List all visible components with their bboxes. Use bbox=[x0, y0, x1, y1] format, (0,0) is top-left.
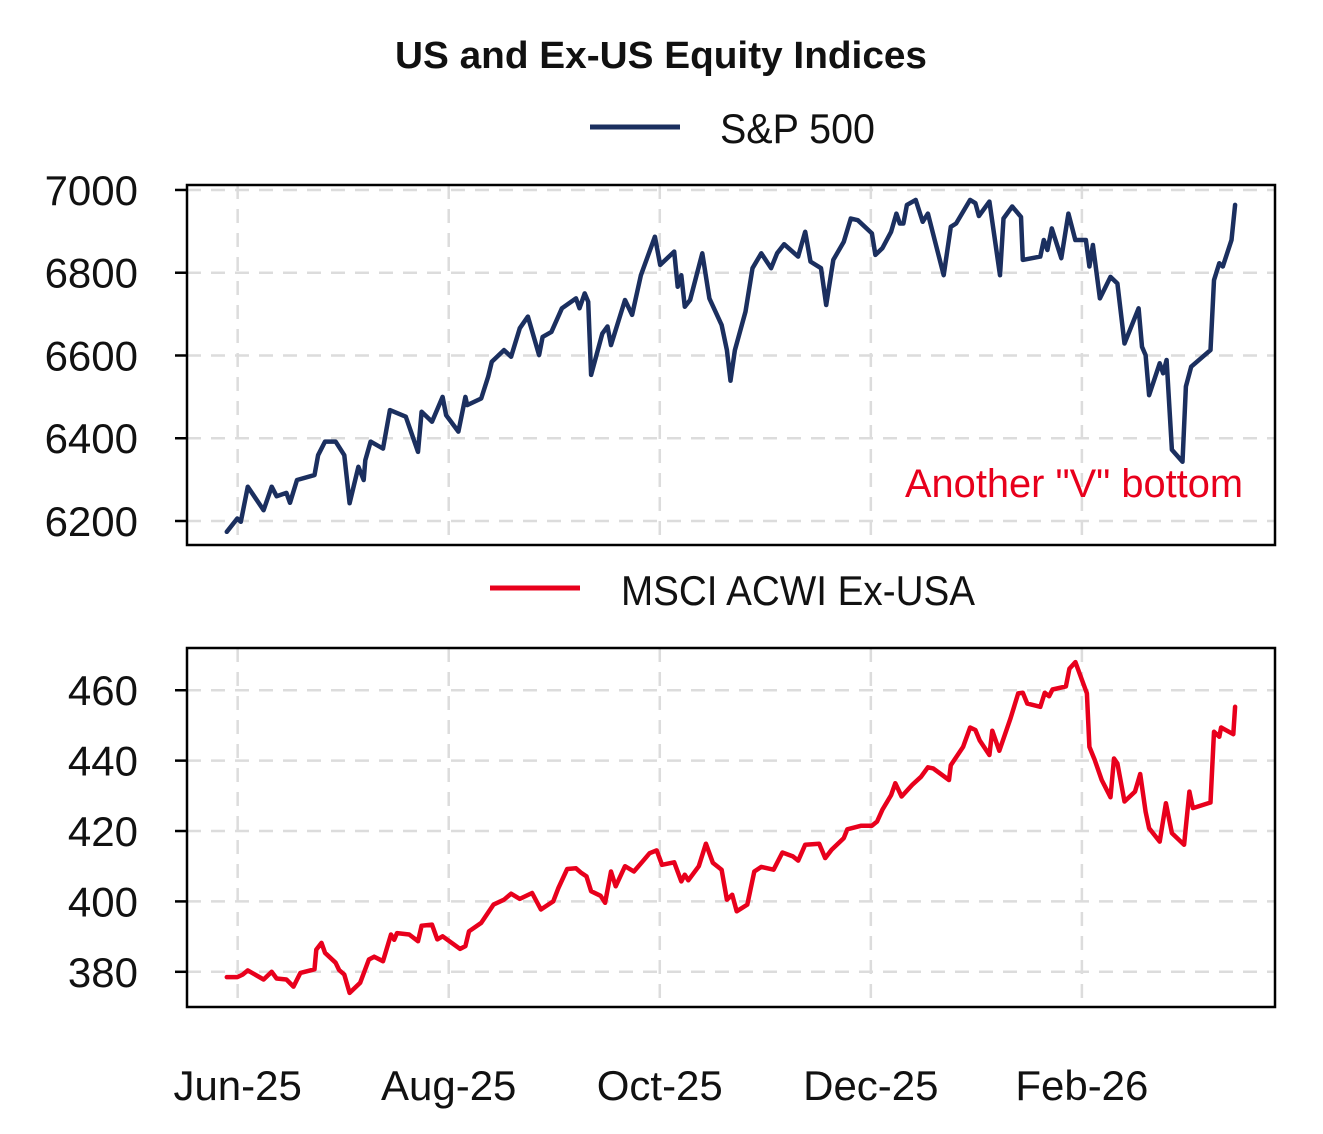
plot-frame-msci bbox=[185, 646, 1277, 1009]
series-line-sp500 bbox=[224, 197, 1238, 535]
legend-label-msci: MSCI ACWI Ex-USA bbox=[621, 567, 975, 614]
y-tick-label-sp500: 6200 bbox=[45, 498, 138, 545]
y-tick-label-sp500: 6600 bbox=[45, 332, 138, 379]
sp500-panel: 6200 6400 6600 6800 7000 bbox=[45, 167, 1277, 547]
legend-label-sp500: S&P 500 bbox=[720, 105, 875, 152]
chart-title: US and Ex-US Equity Indices bbox=[395, 35, 927, 77]
x-tick-label: Aug-25 bbox=[381, 1062, 516, 1109]
legend-sp500: S&P 500 bbox=[590, 105, 875, 152]
y-tick-label-msci: 420 bbox=[68, 808, 138, 855]
plot-frame-sp500 bbox=[185, 183, 1277, 547]
y-tick-label-sp500: 6400 bbox=[45, 415, 138, 462]
x-tick-label: Dec-25 bbox=[803, 1062, 938, 1109]
msci-panel: 380 400 420 440 460 bbox=[68, 646, 1277, 1009]
y-tick-label-msci: 460 bbox=[68, 667, 138, 714]
annotation-v-bottom: Another "V" bottom bbox=[905, 462, 1243, 506]
y-tick-label-msci: 440 bbox=[68, 738, 138, 785]
x-tick-label: Jun-25 bbox=[173, 1062, 301, 1109]
y-tick-label-msci: 400 bbox=[68, 878, 138, 925]
y-tick-label-msci: 380 bbox=[68, 949, 138, 996]
x-tick-label: Feb-26 bbox=[1015, 1062, 1148, 1109]
series-line-msci bbox=[224, 659, 1238, 996]
legend-msci: MSCI ACWI Ex-USA bbox=[490, 567, 975, 614]
y-tick-label-sp500: 6800 bbox=[45, 250, 138, 297]
x-tick-label: Oct-25 bbox=[597, 1062, 723, 1109]
x-axis: Jun-25 Aug-25 Oct-25 Dec-25 Feb-26 bbox=[173, 1062, 1148, 1109]
y-tick-label-sp500: 7000 bbox=[45, 167, 138, 214]
